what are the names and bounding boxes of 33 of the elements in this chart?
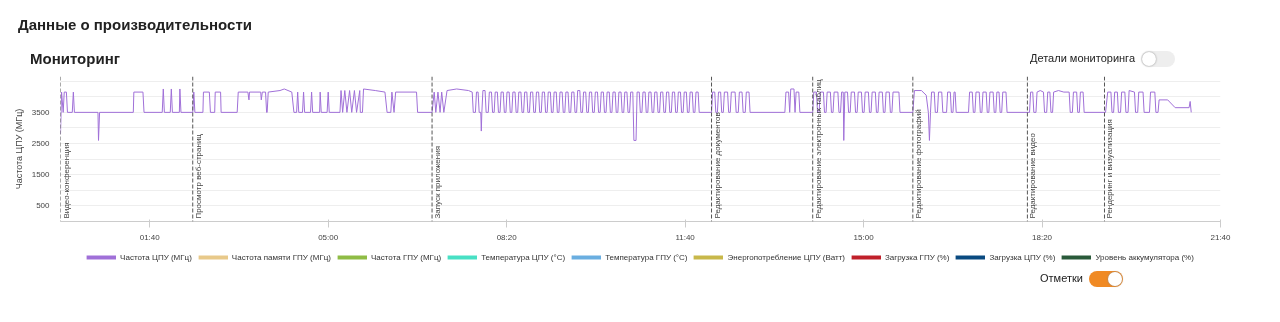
- y-tick-label: 500: [36, 201, 51, 211]
- x-tick-label: 08:20: [496, 232, 518, 242]
- legend-label: Энергопотребление ЦПУ (Ватт): [727, 252, 845, 262]
- y-tick-label: 1500: [31, 170, 51, 180]
- x-tick-label: 11:40: [675, 232, 696, 242]
- legend-label: Частота ГПУ (МГц): [371, 252, 442, 262]
- ref-line-label: Редактирование видео: [1028, 132, 1038, 219]
- chart-subtitle: Мониторинг: [30, 49, 120, 69]
- legend-label: Уровень аккумулятора (%): [1095, 252, 1194, 262]
- ref-line-label: Редактирование электронных таблиц: [813, 79, 823, 219]
- ref-line-label: Редактирование документов: [712, 112, 722, 219]
- y-tick-label: 3500: [31, 107, 51, 117]
- text: Детали мониторинга: [1030, 51, 1136, 66]
- ref-line-label: Запуск приложения: [433, 145, 443, 219]
- legend-label: Загрузка ГПУ (%): [884, 252, 950, 262]
- x-tick-label: 01:40: [139, 232, 161, 242]
- ref-line-label: Просмотр веб-страниц: [193, 133, 203, 219]
- ref-line-label: Редактирование фотографий: [913, 109, 923, 219]
- ref-line-label: Видео-конференция: [61, 142, 71, 219]
- x-tick-label: 05:00: [318, 232, 339, 242]
- legend-label: Частота ЦПУ (МГц): [120, 252, 192, 262]
- y-tick-label: 2500: [31, 139, 51, 149]
- legend-label: Частота памяти ГПУ (МГц): [231, 252, 332, 262]
- x-tick-label: 15:00: [853, 232, 875, 242]
- y-axis-title: Частота ЦПУ (МГц): [13, 108, 24, 190]
- chart-title: Данные о производительности: [18, 15, 252, 35]
- legend-label: Температура ГПУ (°C): [605, 252, 688, 262]
- x-tick-label: 18:20: [1032, 232, 1053, 242]
- text: Отметки: [1040, 271, 1084, 286]
- legend-label: Температура ЦПУ (°C): [481, 252, 566, 262]
- ref-line-label: Рендеринг и визуализация: [1105, 119, 1115, 219]
- x-tick-label: 21:40: [1210, 232, 1232, 242]
- legend-label: Загрузка ЦПУ (%): [989, 252, 1056, 262]
